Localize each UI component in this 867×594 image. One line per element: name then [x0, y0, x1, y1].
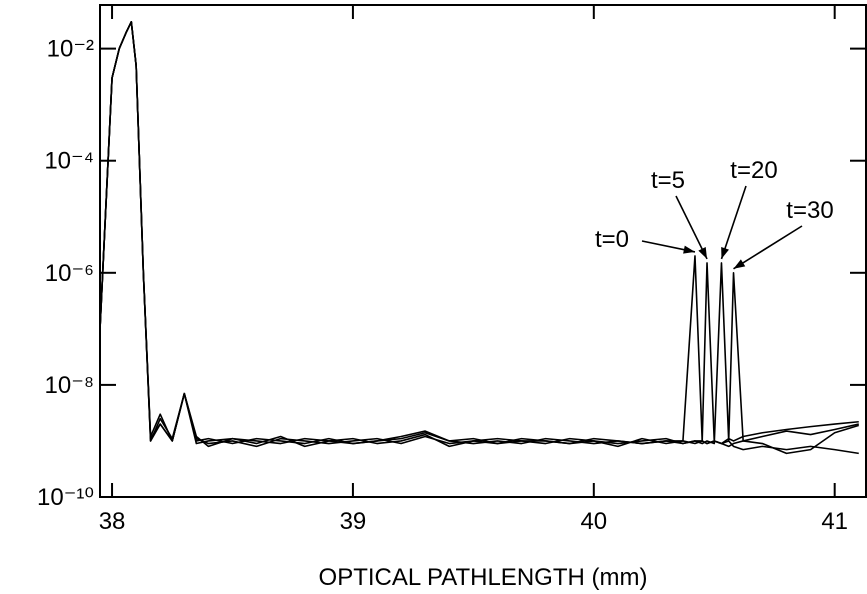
arrow-head — [721, 246, 729, 259]
y-tick-label: 10⁻⁴ — [44, 148, 94, 175]
series-line — [100, 21, 859, 448]
series-label: t=30 — [786, 197, 833, 224]
series-line — [100, 21, 859, 448]
x-tick-label: 40 — [580, 508, 607, 535]
series-label: t=0 — [595, 226, 629, 253]
x-axis-label: OPTICAL PATHLENGTH (mm) — [319, 564, 648, 591]
y-tick-label: 10⁻⁸ — [45, 372, 95, 399]
y-tick-label: 10⁻⁶ — [45, 260, 94, 287]
annotation-arrow — [720, 185, 747, 260]
arrow-head — [733, 259, 746, 269]
x-tick-label: 38 — [99, 508, 126, 535]
plot-frame — [99, 4, 867, 498]
series-label: t=20 — [730, 157, 777, 184]
annotation-arrow — [675, 195, 708, 260]
series-line — [100, 21, 859, 455]
series-group — [100, 21, 860, 455]
x-tick-label: 41 — [821, 508, 848, 535]
y-tick-label: 10⁻¹⁰ — [37, 484, 94, 511]
annotation-arrow — [733, 225, 803, 270]
series-label: t=5 — [651, 167, 685, 194]
arrow-head — [683, 245, 695, 254]
x-tick-label: 39 — [340, 508, 367, 535]
arrow-head — [698, 247, 708, 259]
series-line — [100, 21, 860, 455]
y-tick-label: 10⁻² — [47, 36, 94, 63]
